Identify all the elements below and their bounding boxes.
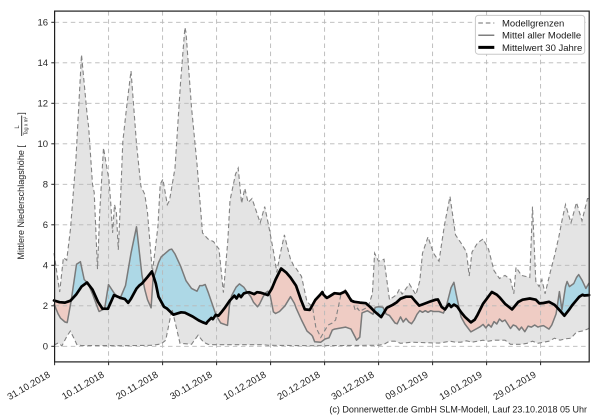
svg-text:14: 14	[38, 58, 49, 69]
svg-text:L: L	[15, 125, 21, 129]
svg-text:4: 4	[43, 261, 48, 272]
svg-text:16: 16	[38, 18, 49, 29]
svg-text:]: ]	[16, 112, 26, 115]
svg-text:Modellgrenzen: Modellgrenzen	[502, 18, 564, 29]
svg-text:0: 0	[43, 342, 48, 353]
svg-text:Tag x m²: Tag x m²	[24, 117, 30, 136]
svg-text:8: 8	[43, 180, 48, 191]
svg-text:2: 2	[43, 301, 48, 312]
svg-text:10: 10	[38, 139, 49, 150]
svg-text:6: 6	[43, 220, 48, 231]
svg-text:12: 12	[38, 99, 49, 110]
svg-text:Mittlere Niederschlagshöhe [: Mittlere Niederschlagshöhe [	[16, 145, 26, 260]
svg-text:(c) Donnerwetter.de GmbH SLM-M: (c) Donnerwetter.de GmbH SLM-Modell, Lau…	[329, 405, 587, 415]
svg-text:Mittelwert 30 Jahre: Mittelwert 30 Jahre	[502, 43, 582, 54]
svg-text:Mittel aller Modelle: Mittel aller Modelle	[502, 31, 581, 42]
